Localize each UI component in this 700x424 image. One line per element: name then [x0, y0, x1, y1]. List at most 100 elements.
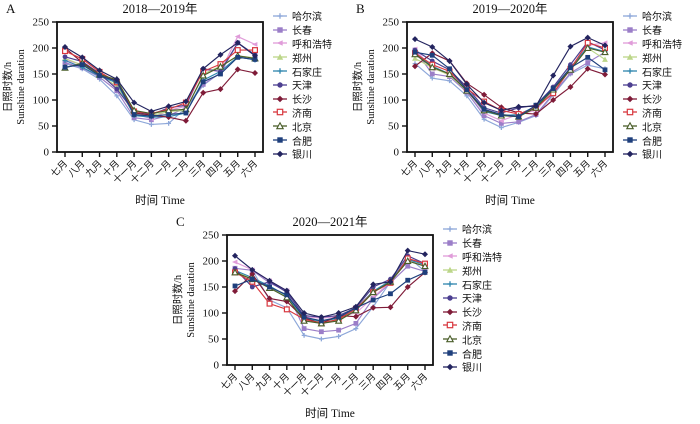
- square-marker-icon: [429, 52, 435, 58]
- square-marker-icon: [318, 329, 324, 335]
- chart-panel-a: A 2018—2019年 日照时数/h Sunshine daration 时间 Ti…: [0, 0, 350, 210]
- x-tick-label: 四月: [374, 371, 395, 392]
- square-marker-icon: [405, 263, 411, 269]
- legend-item: 长沙: [622, 92, 682, 106]
- legend-marker-icon: [623, 82, 637, 88]
- legend-marker-icon: [443, 239, 457, 246]
- diamond-marker-icon: [249, 266, 256, 273]
- plus-marker-icon: [498, 125, 504, 130]
- diamond-marker-icon: [446, 58, 453, 64]
- square-marker-icon: [388, 291, 393, 297]
- legend-label: 石家庄: [292, 67, 322, 79]
- triangle-left-marker-icon: [446, 253, 453, 260]
- triangle-left-marker-icon: [232, 259, 238, 265]
- square-marker-icon: [429, 71, 435, 77]
- square-marker-icon: [516, 114, 522, 120]
- legend-marker-icon: [273, 95, 287, 102]
- square-marker-icon: [235, 54, 241, 60]
- triangle-marker-icon: [602, 56, 608, 62]
- legend-label: 银川: [642, 150, 662, 162]
- legend-label: 郑州: [292, 53, 312, 65]
- series-郑州: [62, 52, 258, 118]
- legend-marker-icon: [443, 322, 457, 329]
- square-marker-icon: [568, 70, 573, 76]
- diamond-marker-icon: [165, 103, 172, 110]
- x-axis-label: 时间 Time: [135, 194, 185, 207]
- series-line: [414, 41, 606, 114]
- legend-marker-icon: [623, 150, 637, 158]
- legend-item: 长春: [622, 23, 682, 37]
- square-open-marker-icon: [276, 109, 284, 116]
- legend-a: 哈尔滨 长春 呼和浩特 郑州 石家庄 天津 长沙 济南 北京 合肥 银川: [272, 9, 332, 161]
- x-tick-label: 二月: [170, 158, 191, 179]
- series-天津: [62, 40, 258, 117]
- series-line: [64, 55, 256, 115]
- x-tick-label: 五月: [392, 371, 413, 392]
- legend-label: 长沙: [462, 308, 482, 320]
- plus-marker-icon: [301, 332, 307, 338]
- legend-item: 郑州: [442, 263, 502, 278]
- plot-frame: [226, 234, 434, 366]
- square-marker-icon: [602, 67, 608, 73]
- legend-label: 长春: [462, 239, 482, 251]
- square-marker-icon: [370, 297, 376, 303]
- square-marker-icon: [498, 112, 504, 117]
- legend-label: 呼和浩特: [462, 253, 502, 264]
- diamond-marker-icon: [370, 304, 377, 311]
- series-line: [234, 271, 426, 322]
- series-呼和浩特: [62, 34, 258, 122]
- square-marker-icon: [218, 71, 223, 77]
- panel-label-a: A: [6, 1, 16, 16]
- diamond-marker-icon: [131, 99, 138, 106]
- chart-title: 2018—2019年: [122, 2, 197, 16]
- diamond-marker-icon: [387, 278, 394, 285]
- legend-marker-icon: [443, 350, 457, 356]
- series-line: [64, 56, 256, 117]
- diamond-marker-icon: [404, 284, 411, 290]
- square-marker-icon: [585, 54, 591, 60]
- diamond-marker-icon: [515, 103, 522, 110]
- legend-marker-icon: [443, 308, 457, 315]
- legend-label: 合肥: [292, 136, 312, 148]
- x-tick-label: 九月: [83, 158, 105, 180]
- square-marker-icon: [585, 60, 591, 65]
- legend-item: 呼和浩特: [442, 250, 502, 264]
- series-line: [234, 255, 426, 318]
- legend-label: 天津: [462, 294, 482, 306]
- y-tick-label: 250: [33, 17, 50, 29]
- y-tick-label: 150: [33, 69, 50, 81]
- legend-marker-icon: [623, 109, 637, 116]
- triangle-left-marker-icon: [276, 40, 283, 47]
- triangle-marker-icon: [412, 55, 418, 61]
- square-marker-icon: [422, 270, 428, 275]
- legend-marker-icon: [623, 68, 637, 74]
- legend-label: 合肥: [642, 136, 662, 148]
- square-marker-icon: [336, 327, 342, 333]
- legend-label: 天津: [292, 81, 312, 93]
- y-tick-label: 0: [44, 147, 50, 159]
- legend-marker-icon: [623, 54, 637, 60]
- triangle-open-marker-icon: [231, 268, 239, 276]
- series-长春: [62, 40, 258, 123]
- diamond-marker-icon: [182, 98, 189, 105]
- diamond-marker-icon: [234, 39, 241, 46]
- x-tick-label: 四月: [204, 158, 225, 179]
- x-tick-label: 八月: [416, 158, 437, 179]
- circle-marker-icon: [447, 295, 453, 301]
- legend-item: 银川: [442, 360, 502, 374]
- square-marker-icon: [148, 113, 154, 119]
- legend-marker-icon: [273, 121, 287, 130]
- square-marker-icon: [353, 321, 359, 326]
- triangle-open-marker-icon: [216, 62, 225, 70]
- legend-item: 郑州: [622, 50, 682, 65]
- legend-marker-icon: [623, 40, 637, 47]
- triangle-marker-icon: [276, 54, 284, 60]
- y-tick-label: 150: [383, 69, 400, 81]
- diamond-marker-icon: [498, 107, 505, 114]
- x-tick-label: 八月: [66, 158, 87, 179]
- triangle-open-marker-icon: [428, 63, 437, 71]
- y-axis-label-en: Sunshine daration: [186, 261, 197, 337]
- square-marker-icon: [481, 106, 487, 112]
- legend-marker-icon: [623, 95, 637, 102]
- plus-marker-icon: [429, 75, 435, 81]
